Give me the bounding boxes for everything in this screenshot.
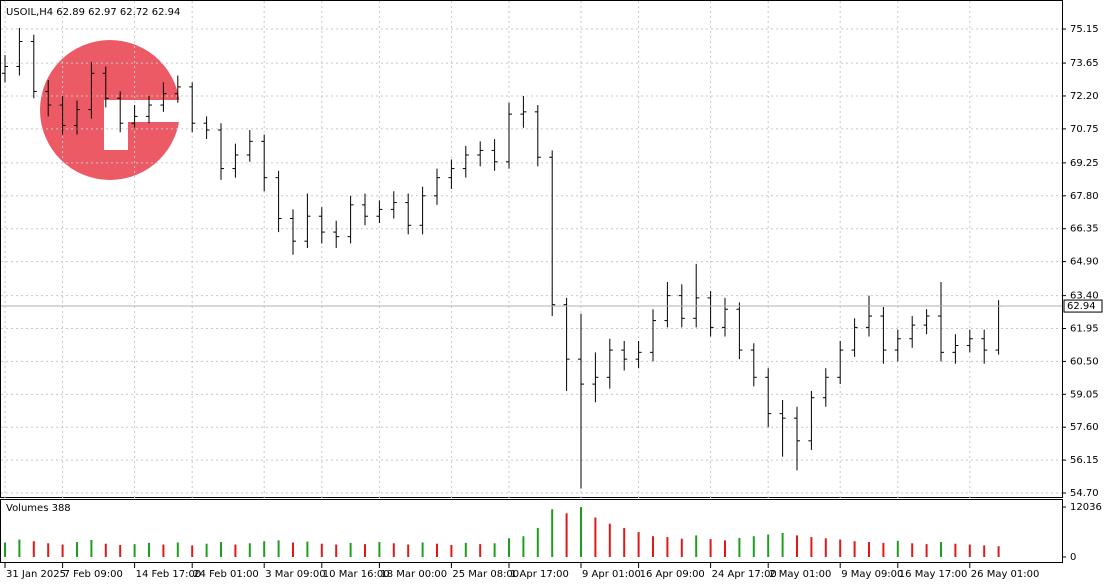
x-tick-label: 10 Mar 16:00 (323, 569, 390, 580)
y-tick-label: 67.80 (1070, 191, 1099, 202)
current-price-box (1063, 299, 1103, 313)
y-tick-label: 57.60 (1070, 422, 1099, 433)
y-tick-label: 69.25 (1070, 158, 1099, 169)
y-tick-label: 70.75 (1070, 124, 1099, 135)
y-tick-label: 54.70 (1070, 488, 1099, 499)
y-tick-label: 61.95 (1070, 324, 1099, 335)
x-tick-label: 24 Apr 17:00 (712, 569, 777, 580)
y-tick-label: 66.35 (1070, 224, 1099, 235)
x-tick-label: 1 Apr 17:00 (510, 569, 569, 580)
x-tick-label: 3 Mar 09:00 (265, 569, 325, 580)
x-tick-label: 2 May 01:00 (769, 569, 831, 580)
y-tick-label: 64.90 (1070, 257, 1099, 268)
y-tick-label: 75.15 (1070, 24, 1099, 35)
x-tick-label: 16 May 17:00 (899, 569, 968, 580)
x-tick-label: 24 Feb 01:00 (193, 569, 259, 580)
y-tick-label: 72.20 (1070, 91, 1099, 102)
y-tick-label: 63.40 (1070, 291, 1099, 302)
volume-label: Volumes 388 (6, 503, 71, 514)
x-tick-label: 31 Jan 2025 (6, 569, 66, 580)
x-tick-label: 7 Feb 09:00 (64, 569, 123, 580)
x-tick-label: 16 Apr 09:00 (640, 569, 705, 580)
volume-frame (0, 499, 1063, 563)
y-tick-label: 73.65 (1070, 58, 1099, 69)
volume-tick-label: 12036 (1070, 502, 1102, 513)
y-tick-label: 56.15 (1070, 455, 1099, 466)
x-tick-label: 14 Feb 17:00 (136, 569, 202, 580)
current-price-label: 62.94 (1067, 301, 1096, 312)
x-tick-label: 9 Apr 01:00 (582, 569, 641, 580)
chart-title: USOIL,H4 62.89 62.97 62.72 62.94 (6, 7, 180, 18)
main-frame (0, 0, 1063, 498)
logo (40, 40, 182, 180)
marks-layer (2, 27, 1002, 557)
volume-tick-label: 0 (1070, 552, 1076, 563)
y-tick-label: 60.50 (1070, 356, 1099, 367)
x-tick-label: 9 May 09:00 (841, 569, 903, 580)
x-tick-label: 26 May 01:00 (971, 569, 1040, 580)
y-tick-label: 59.05 (1070, 389, 1099, 400)
x-tick-label: 18 Mar 00:00 (380, 569, 447, 580)
x-tick-label: 25 Mar 08:00 (452, 569, 519, 580)
